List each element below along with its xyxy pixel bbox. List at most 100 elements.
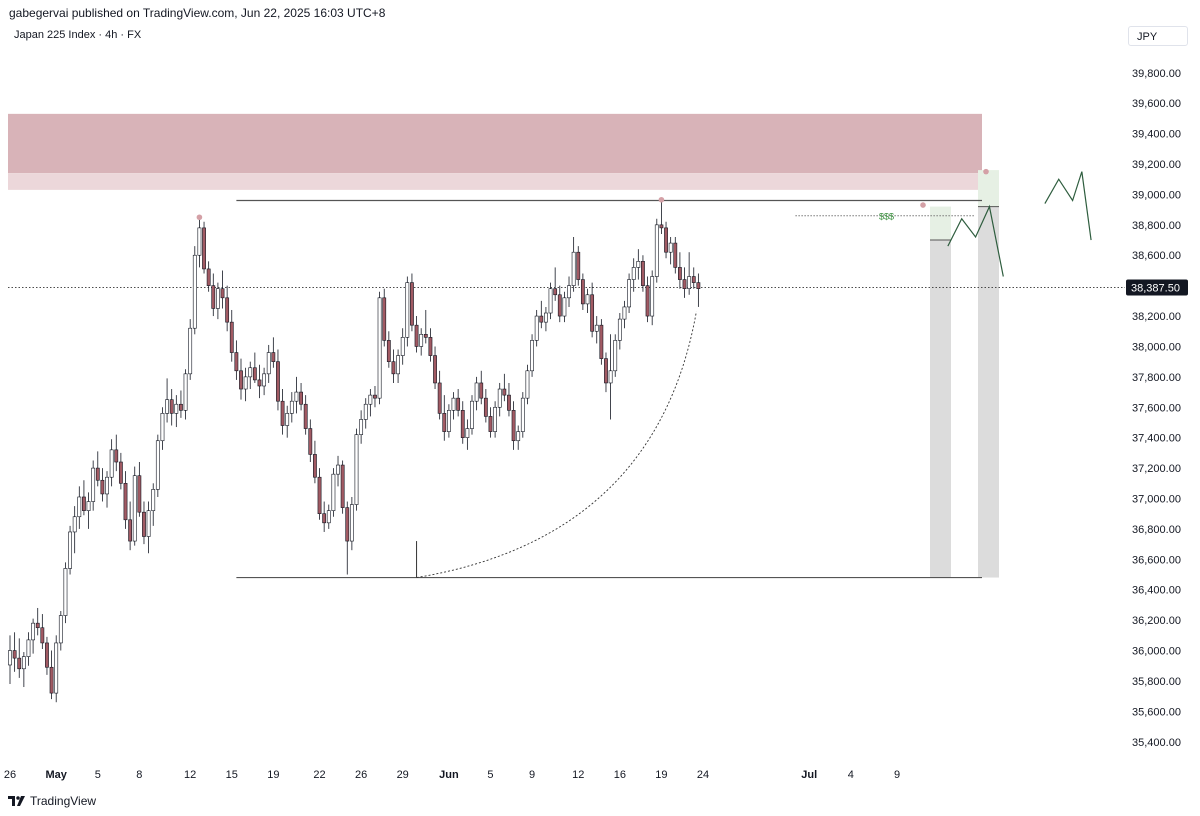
candle-body [276,361,280,402]
candle [114,434,119,472]
x-tick-label: 8 [136,769,142,781]
candle-body [31,622,36,641]
candle [86,492,91,529]
candle [77,486,82,529]
candle [483,389,488,423]
candle [696,273,701,307]
candle-body [128,519,133,542]
candle [183,369,188,420]
candle-body [317,476,322,515]
y-tick-label: 39,400.00 [1132,129,1181,141]
candle [349,496,354,551]
candle [622,300,627,329]
projection-path-1 [947,204,1004,277]
candle [571,237,576,292]
candle-body [331,473,336,511]
candle-body [613,340,618,372]
candle-body [617,318,622,341]
y-tick-label: 38,600.00 [1132,250,1181,262]
x-tick-label: 29 [397,769,409,781]
candle-body [391,361,396,375]
candle-body [654,224,659,277]
candle-body [682,279,687,289]
y-tick-label: 39,600.00 [1132,98,1181,110]
candle [58,611,63,651]
candle-body [497,388,502,408]
candle [433,346,437,390]
candle [363,398,368,429]
x-tick-label: 16 [614,769,626,781]
candle-body [95,467,100,481]
candle [68,525,72,575]
y-tick-label: 38,200.00 [1132,311,1181,323]
x-tick-label: 12 [572,769,584,781]
candle [72,506,77,554]
currency-selector[interactable]: JPY [1128,26,1188,46]
pivot-dot [196,214,203,221]
candle-body [474,382,479,402]
candle-body [322,513,327,524]
candle-body [308,428,313,455]
y-tick-label: 38,000.00 [1132,341,1181,353]
candle-body [192,254,197,329]
y-tick-label: 39,000.00 [1132,189,1181,201]
trend-curve [416,311,697,579]
candle [206,261,211,292]
candle-body [118,461,123,484]
candle-body [21,656,26,670]
candle-body [627,279,631,308]
projection-target-box-2 [978,170,999,207]
candle-body [696,282,701,289]
candle-body [68,531,72,569]
candle [40,614,45,650]
candle [331,468,336,517]
symbol-legend[interactable]: Japan 225 Index · 4h · FX [14,29,142,41]
tradingview-brand[interactable]: TradingView [8,794,96,808]
candle-body [169,399,174,414]
candle-body [400,337,405,356]
candle-body [262,373,267,387]
candle-body [386,340,391,362]
candle [617,313,622,350]
candle [664,221,668,259]
candle [474,376,479,411]
x-tick-label: 5 [95,769,101,781]
candle-body [40,627,45,644]
candle [179,390,183,418]
candle-body [405,282,410,338]
candle-body [668,242,673,253]
candle [650,270,655,326]
candle-body [502,388,507,396]
last-price-tag [1126,279,1188,296]
candle-body [650,276,655,317]
candle [691,267,696,289]
candle-body [257,379,262,387]
x-tick-label: 22 [313,769,325,781]
candle-body [336,464,340,475]
candle [400,328,405,365]
candle [594,316,599,344]
candle-body [456,397,461,411]
candle [493,401,498,438]
x-tick-label: May [45,769,67,781]
candle [479,370,484,405]
candle [35,607,40,636]
candle [437,370,442,420]
candle [45,636,49,675]
candle [336,455,340,487]
candle-body [507,394,511,411]
candle-body [608,370,613,384]
candle-body [45,642,49,668]
y-tick-label: 37,200.00 [1132,463,1181,475]
candle [54,635,59,703]
candle [326,504,331,529]
candle [313,440,317,484]
candle [631,258,636,292]
candle-body [631,267,636,280]
candle-body [165,399,169,414]
candle [682,267,687,298]
candle-body [488,416,493,432]
candle-body [225,297,230,323]
candle [488,407,493,438]
